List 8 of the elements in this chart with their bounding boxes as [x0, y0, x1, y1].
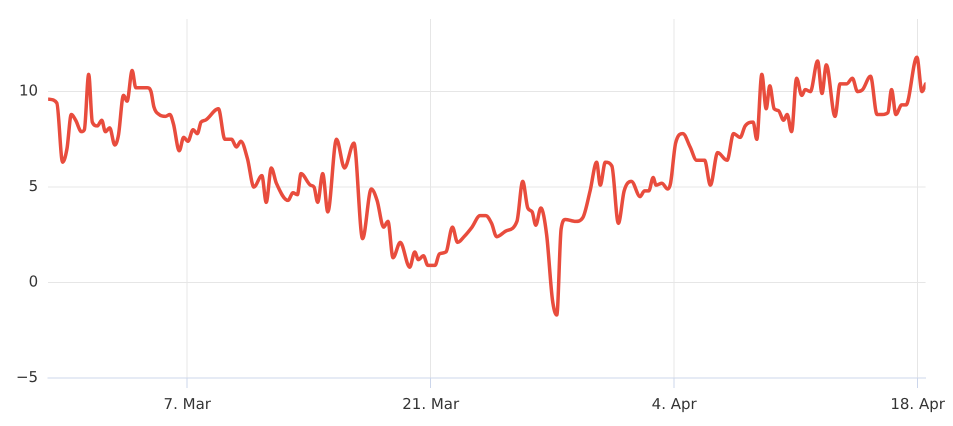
x-tick-label: 7. Mar — [164, 394, 212, 413]
y-tick-label: 0 — [28, 272, 38, 290]
x-tick-label: 21. Mar — [402, 394, 460, 413]
y-tick-label: 5 — [28, 176, 38, 195]
x-tick-label: 4. Apr — [652, 394, 698, 413]
y-tick-label: 10 — [19, 81, 38, 100]
x-tick-label: 18. Apr — [890, 394, 946, 413]
y-tick-label: −5 — [16, 368, 38, 386]
